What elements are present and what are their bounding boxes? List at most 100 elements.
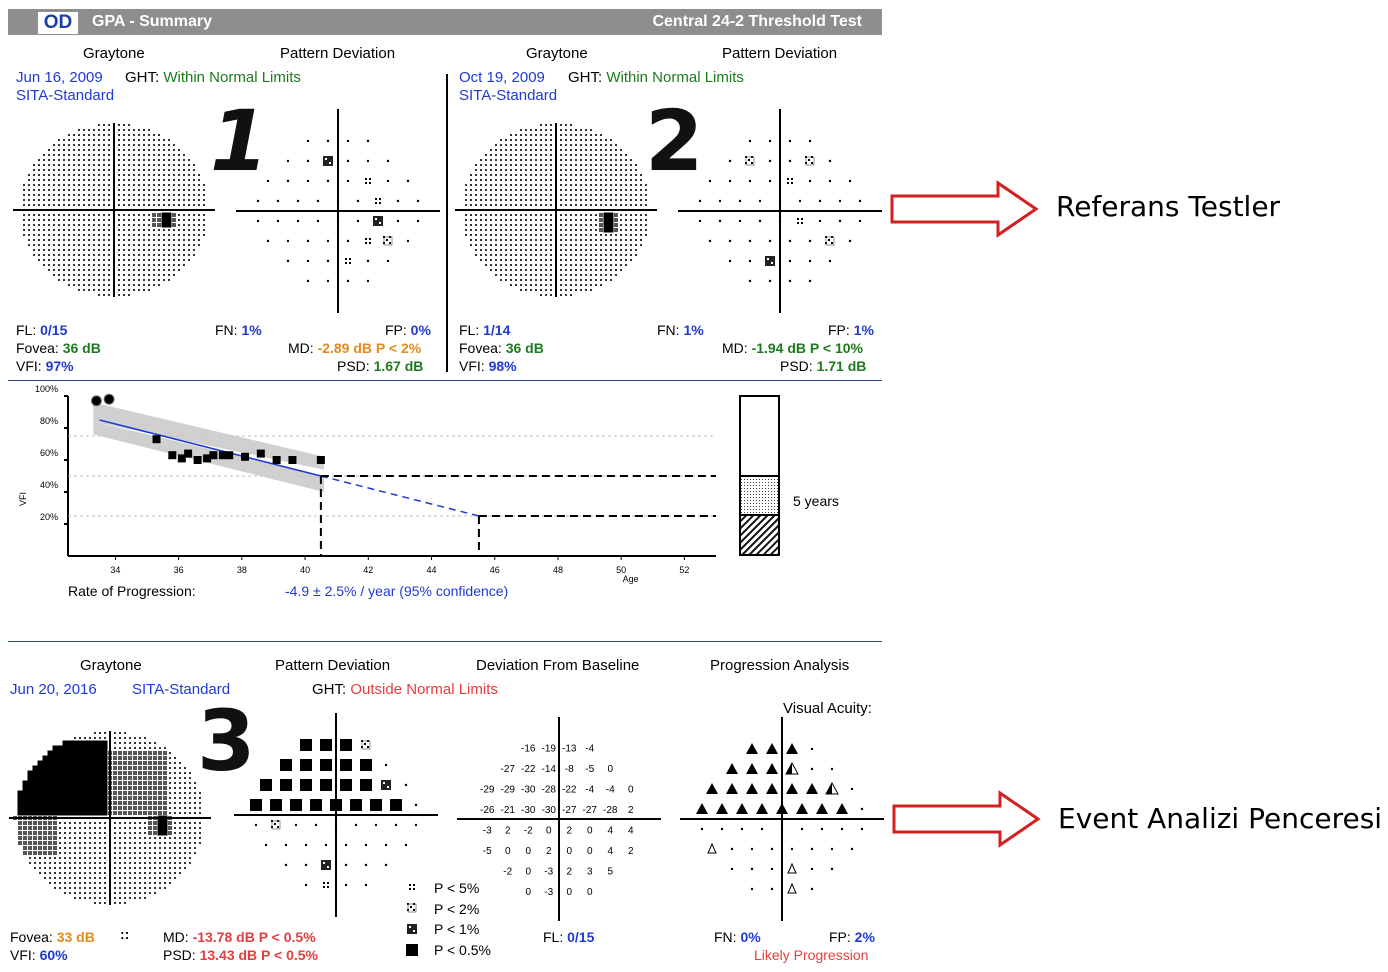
graytone-dot — [73, 139, 75, 141]
field-point — [314, 823, 318, 827]
graytone-dot — [123, 159, 125, 161]
graytone-cell — [118, 806, 122, 810]
p2-outline — [361, 740, 371, 750]
graytone-dot — [53, 194, 55, 196]
graytone-dot — [74, 737, 76, 739]
field-point — [326, 139, 330, 143]
vfi-point — [203, 454, 212, 463]
graytone-cell — [152, 213, 156, 217]
field-point — [296, 199, 300, 203]
graytone-dot — [625, 249, 627, 251]
graytone-dot — [138, 199, 140, 201]
graytone-dot — [178, 174, 180, 176]
graytone-dot — [485, 214, 487, 216]
graytone-dot — [500, 249, 502, 251]
graytone-cell — [158, 766, 162, 770]
graytone-dot — [64, 877, 66, 879]
graytone-dot — [510, 154, 512, 156]
graytone-dot — [98, 229, 100, 231]
graytone-dot — [560, 214, 562, 216]
graytone-dot — [520, 149, 522, 151]
graytone-dot — [525, 184, 527, 186]
graytone-dot — [138, 229, 140, 231]
graytone-dot — [605, 199, 607, 201]
graytone-dot — [33, 224, 35, 226]
graytone-dot — [480, 189, 482, 191]
graytone-dot — [605, 274, 607, 276]
graytone-dot — [480, 219, 482, 221]
field-point — [346, 159, 350, 163]
graytone-cell — [128, 776, 132, 780]
graytone-cell — [97, 780, 103, 786]
graytone-dot — [465, 189, 467, 191]
graytone-dot — [173, 169, 175, 171]
graytone-dot — [78, 189, 80, 191]
graytone-dot — [570, 179, 572, 181]
graytone-cell — [57, 790, 63, 796]
graytone-cell — [72, 810, 78, 816]
graytone-dot — [560, 279, 562, 281]
graytone-dot — [89, 877, 91, 879]
graytone-dot — [78, 274, 80, 276]
graytone-dot — [123, 129, 125, 131]
graytone-dot — [530, 174, 532, 176]
graytone-dot — [515, 149, 517, 151]
field-point — [730, 847, 734, 851]
graytone-dot — [630, 234, 632, 236]
field-point — [850, 847, 854, 851]
graytone-dot — [153, 149, 155, 151]
graytone-cell — [53, 821, 57, 825]
graytone-dot — [103, 289, 105, 291]
graytone-dot — [565, 204, 567, 206]
graytone-cell — [57, 755, 63, 761]
graytone-dot — [129, 852, 131, 854]
graytone-cell — [102, 770, 108, 776]
graytone-dot — [189, 782, 191, 784]
graytone-dot — [580, 184, 582, 186]
graytone-dot — [525, 174, 527, 176]
graytone-dot — [480, 259, 482, 261]
graytone-dot — [164, 747, 166, 749]
graytone-dot — [545, 234, 547, 236]
baseline-value: -19 — [542, 743, 557, 754]
graytone-dot — [199, 837, 201, 839]
field-point — [708, 239, 712, 243]
graytone-dot — [103, 204, 105, 206]
graytone-dot — [48, 164, 50, 166]
graytone-dot — [163, 174, 165, 176]
graytone-dot — [585, 269, 587, 271]
baseline-value: 0 — [587, 846, 593, 857]
field-point — [720, 827, 724, 831]
x-tick-label: 42 — [363, 565, 373, 575]
graytone-dot — [178, 249, 180, 251]
graytone-dot — [54, 872, 56, 874]
field-point — [840, 827, 844, 831]
graytone-dot — [43, 179, 45, 181]
graytone-dot — [465, 234, 467, 236]
graytone-dot — [485, 264, 487, 266]
graytone-dot — [38, 174, 40, 176]
graytone-dot — [38, 159, 40, 161]
graytone-dot — [179, 852, 181, 854]
graytone-cell — [87, 785, 93, 791]
graytone-cell — [118, 791, 122, 795]
graytone-dot — [590, 274, 592, 276]
field-point — [828, 179, 832, 183]
progression-triangle — [746, 783, 758, 794]
graytone-dot — [48, 264, 50, 266]
p05-cell — [290, 799, 302, 811]
graytone-dot — [545, 294, 547, 296]
graytone-dot — [625, 234, 627, 236]
graytone-dot — [133, 289, 135, 291]
graytone-dot — [485, 249, 487, 251]
graytone-dot — [138, 174, 140, 176]
graytone-dot — [490, 229, 492, 231]
graytone-dot — [580, 164, 582, 166]
graytone-dot — [610, 204, 612, 206]
graytone-dot — [58, 279, 60, 281]
graytone-dot — [193, 199, 195, 201]
graytone-dot — [128, 294, 130, 296]
graytone-dot — [138, 239, 140, 241]
graytone-dot — [88, 149, 90, 151]
graytone-cell — [57, 760, 63, 766]
